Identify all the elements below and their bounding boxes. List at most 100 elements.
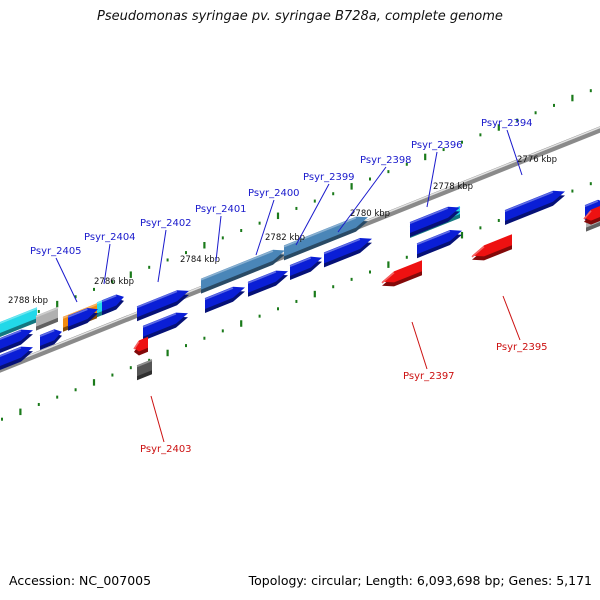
reverse-gene-arrow-face — [472, 234, 512, 257]
kbp-label: 2780 kbp — [350, 209, 390, 219]
forward-gene-arrow-shine — [283, 217, 357, 248]
forward-gene-arrow-face — [143, 312, 188, 337]
leader-line — [506, 129, 523, 176]
kbp-label: 2784 kbp — [180, 255, 220, 265]
gene-label-Psyr_2395: Psyr_2395 — [496, 295, 548, 353]
kbp-scale-top — [1, 89, 592, 328]
map-title: Pseudomonas syringae pv. syringae B728a,… — [97, 9, 503, 24]
forward-gene-arrow-face — [0, 346, 33, 367]
forward-gene-arrow — [136, 290, 189, 322]
leader-line — [502, 295, 521, 341]
forward-gene-arrow-shine — [67, 308, 88, 318]
gray-feature — [136, 359, 153, 381]
forward-gene-arrow-shine — [101, 294, 117, 303]
label-layer: 2788 kbp 2786 kbp 2784 kbp 2782 kbp 2780 kbp… — [8, 118, 557, 455]
gene-label-Psyr_2403: Psyr_2403 — [140, 395, 192, 455]
reverse-gene-arrow-shine — [381, 271, 395, 284]
forward-gene-arrow-shadow — [68, 312, 98, 331]
gene-label-Psyr_2404: Psyr_2404 — [84, 232, 136, 285]
forward-gene-arrow-shine — [416, 230, 451, 246]
cyan-feature-shine — [0, 307, 38, 325]
gray-feature-shine — [35, 307, 59, 318]
reverse-gene-arrow — [381, 260, 422, 287]
gene-label: Psyr_2400 — [248, 188, 300, 199]
forward-gene-arrow-face — [137, 290, 189, 318]
gene-label-Psyr_2399: Psyr_2399 — [295, 172, 355, 246]
forward-gene-arrow-face — [0, 329, 33, 350]
gray-feature-face — [137, 359, 152, 377]
forward-gene-arrow-shine — [200, 250, 274, 281]
forward-gene-arrow — [0, 346, 33, 371]
gray-feature-face — [36, 306, 58, 327]
gene-label-Psyr_2398: Psyr_2398 — [337, 155, 412, 233]
leader-line — [157, 229, 167, 283]
forward-gene-arrow — [416, 230, 462, 259]
forward-gene-arrow — [39, 329, 62, 350]
forward-gene-arrow-shine — [142, 313, 177, 328]
forward-gene-arrow-face — [248, 270, 288, 293]
forward-gene-arrow-shine — [0, 347, 22, 358]
gene-label-Psyr_2401: Psyr_2401 — [195, 204, 247, 262]
forward-gene-arrow-shine — [323, 238, 361, 255]
gene-label: Psyr_2397 — [403, 371, 455, 382]
leader-line — [337, 166, 387, 233]
reverse-gene-arrow — [133, 336, 148, 356]
topology-text: Topology: circular; Length: 6,093,698 bp… — [248, 573, 592, 588]
forward-gene-arrow — [409, 206, 460, 237]
forward-gene-arrow-shadow — [0, 350, 33, 371]
forward-gene-arrow-shine — [204, 287, 234, 300]
forward-gene-arrow — [200, 249, 285, 294]
forward-gene-arrow — [67, 308, 98, 331]
forward-gene-arrow — [289, 256, 322, 280]
forward-gene-arrow — [323, 238, 372, 268]
leader-line — [150, 395, 165, 443]
kbp-label: 2778 kbp — [433, 182, 473, 192]
gene-label-Psyr_2400: Psyr_2400 — [248, 188, 300, 256]
forward-gene-arrow — [504, 190, 565, 225]
forward-gene-arrow-shadow — [0, 333, 33, 354]
gene-label-Psyr_2394: Psyr_2394 — [481, 118, 533, 176]
leader-line — [255, 199, 275, 256]
forward-gene-arrow-face — [205, 286, 245, 309]
gene-label-Psyr_2396: Psyr_2396 — [411, 140, 463, 208]
reverse-gene-arrow-shine — [583, 210, 592, 220]
forward-gene-arrow-face — [417, 230, 462, 255]
leader-line — [55, 257, 78, 303]
kbp-label: 2782 kbp — [265, 233, 305, 243]
forward-gene-arrow-shine — [289, 257, 312, 267]
gene-label: Psyr_2396 — [411, 140, 463, 151]
forward-gene-arrow-shadow — [205, 290, 245, 313]
gene-label: Psyr_2403 — [140, 444, 192, 455]
gene-label: Psyr_2405 — [30, 246, 82, 257]
gene-layer — [0, 190, 600, 371]
forward-gene-arrow-face — [290, 256, 322, 276]
accession-text: Accession: NC_007005 — [9, 573, 152, 588]
leader-line — [215, 215, 222, 262]
gene-label: Psyr_2402 — [140, 218, 192, 229]
forward-gene-arrow-face — [284, 216, 368, 257]
reverse-gene-arrow-face — [382, 260, 422, 283]
forward-gene-arrow — [204, 286, 245, 313]
forward-gene-arrow-shine — [409, 207, 449, 224]
reverse-gene-arrow-shine — [133, 341, 140, 350]
leader-line — [411, 321, 428, 370]
forward-gene-arrow-shine — [504, 191, 554, 212]
forward-gene-arrow-face — [201, 249, 285, 290]
forward-gene-arrow-shine — [584, 200, 599, 207]
kbp-label: 2788 kbp — [8, 296, 48, 306]
gene-label-Psyr_2402: Psyr_2402 — [140, 218, 192, 283]
forward-gene-arrow-face — [410, 206, 460, 233]
gene-label-Psyr_2397: Psyr_2397 — [403, 321, 455, 382]
forward-gene-arrow — [142, 312, 188, 341]
gene-label: Psyr_2398 — [360, 155, 412, 166]
reverse-gene-arrow-shine — [471, 245, 485, 258]
forward-gene-arrow-shine — [39, 329, 55, 337]
reverse-gene-arrow — [471, 234, 512, 261]
forward-gene-arrow-face — [68, 308, 98, 327]
reverse-gene-arrow — [583, 205, 600, 225]
forward-gene-arrow-shine — [247, 271, 277, 284]
gene-label: Psyr_2399 — [303, 172, 355, 183]
gray-feature-shine — [136, 359, 153, 368]
forward-gene-arrow-face — [505, 190, 565, 221]
